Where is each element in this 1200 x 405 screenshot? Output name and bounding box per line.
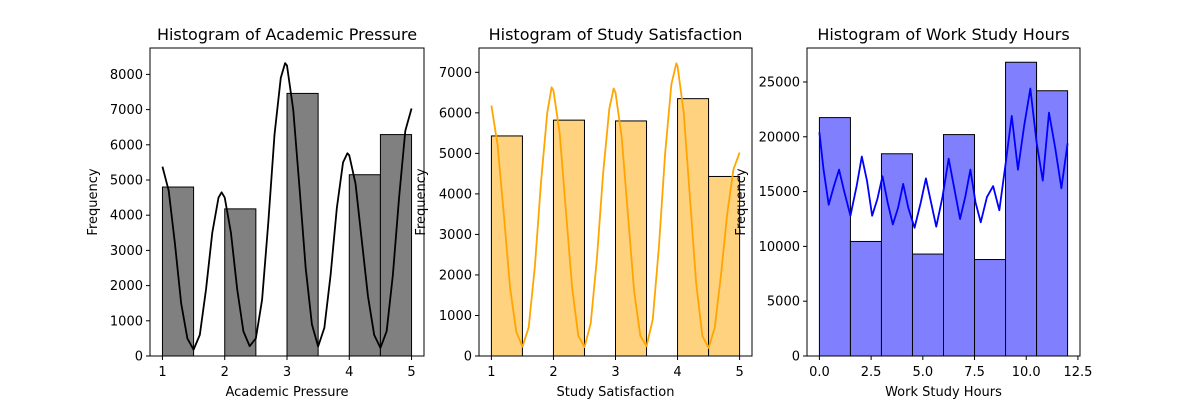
y-tick-label: 5000 xyxy=(110,174,143,189)
chart-title: Histogram of Work Study Hours xyxy=(817,25,1069,44)
chart-academic-pressure: 1 2 3 4 5 0 1000 2000 3000 4000 5000 6000 7000 8000 Hi… xyxy=(86,25,425,400)
y-tick-label: 0 xyxy=(792,350,800,365)
x-tick-label: 12.5 xyxy=(1063,365,1092,380)
y-tick-label: 4000 xyxy=(110,209,143,224)
y-tick-label: 3000 xyxy=(110,244,143,259)
x-tick-label: 3 xyxy=(283,365,291,380)
histogram-bar xyxy=(224,208,257,357)
histogram-bar xyxy=(974,259,1007,357)
y-tick-label: 10000 xyxy=(759,240,800,255)
y-tick-label: 1000 xyxy=(439,309,472,324)
y-tick-label: 15000 xyxy=(759,185,800,200)
x-tick-label: 1 xyxy=(487,365,495,380)
kde-line xyxy=(161,62,413,351)
y-tick-label: 2000 xyxy=(439,268,472,283)
y-tick-label: 5000 xyxy=(439,147,472,162)
y-axis-label: Frequency xyxy=(86,168,101,235)
y-tick-label: 20000 xyxy=(759,130,800,145)
y-axis-label: Frequency xyxy=(734,168,749,235)
axes-frame xyxy=(806,47,1081,357)
x-axis-label: Academic Pressure xyxy=(225,385,348,400)
y-tick-label: 2000 xyxy=(110,279,143,294)
y-tick-label: 0 xyxy=(135,350,143,365)
histogram-bar xyxy=(911,253,945,357)
y-tick-label: 6000 xyxy=(110,138,143,153)
y-tick-label: 8000 xyxy=(110,68,143,83)
chart-study-satisfaction: 1 2 3 4 5 0 1000 2000 3000 4000 5000 6000 7000 Histog… xyxy=(414,25,753,400)
y-tick-label: 3000 xyxy=(439,228,472,243)
histogram-bar xyxy=(615,120,648,357)
x-tick-label: 2 xyxy=(221,365,229,380)
histogram-bar xyxy=(849,240,882,357)
histogram-bar xyxy=(677,98,710,357)
histogram-bar xyxy=(1036,90,1069,357)
histogram-bar xyxy=(818,117,851,357)
x-tick-label: 1 xyxy=(158,365,166,380)
y-tick-label: 25000 xyxy=(759,75,800,90)
chart-work-study-hours: 0.0 2.5 5.0 7.5 10.0 12.5 0 5000 10000 15000 20000… xyxy=(734,25,1092,400)
x-axis-label: Study Satisfaction xyxy=(557,385,675,400)
histogram-bar xyxy=(880,153,913,357)
x-tick-label: 7.5 xyxy=(964,365,985,380)
histogram-bar xyxy=(943,134,976,357)
y-axis-label: Frequency xyxy=(414,168,429,235)
y-tick-label: 6000 xyxy=(439,106,472,121)
x-tick-label: 3 xyxy=(611,365,619,380)
chart-title: Histogram of Study Satisfaction xyxy=(489,25,743,44)
x-tick-label: 5 xyxy=(407,365,415,380)
y-tick-label: 5000 xyxy=(767,295,800,310)
kde-line xyxy=(490,62,741,349)
x-axis-label: Work Study Hours xyxy=(885,385,1002,400)
y-tick-label: 4000 xyxy=(439,187,472,202)
x-tick-label: 2.5 xyxy=(861,365,882,380)
kde-line xyxy=(818,87,1069,229)
y-tick-label: 7000 xyxy=(110,103,143,118)
x-tick-label: 10.0 xyxy=(1012,365,1041,380)
x-tick-label: 5.0 xyxy=(912,365,933,380)
y-tick-label: 7000 xyxy=(439,66,472,81)
y-tick-label: 0 xyxy=(464,350,472,365)
x-tick-label: 4 xyxy=(673,365,681,380)
x-tick-label: 4 xyxy=(345,365,353,380)
chart-title: Histogram of Academic Pressure xyxy=(157,25,417,44)
x-tick-label: 0.0 xyxy=(809,365,830,380)
histogram-bar xyxy=(1005,61,1038,357)
x-tick-label: 5 xyxy=(735,365,743,380)
x-tick-label: 2 xyxy=(549,365,557,380)
histogram-bar xyxy=(708,175,741,357)
y-tick-label: 1000 xyxy=(110,314,143,329)
